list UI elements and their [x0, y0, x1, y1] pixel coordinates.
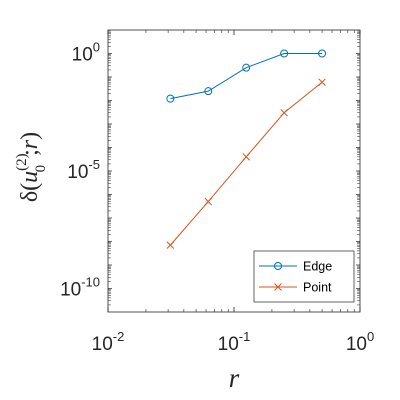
- y-tick-label: 10-5: [67, 157, 100, 183]
- series-point-point: [280, 109, 288, 117]
- ticks-layer: 10-2 10-1 100 10-10 10-5 100: [60, 30, 374, 355]
- legend-edge-marker: [274, 262, 282, 270]
- axes-box: [107, 29, 361, 313]
- y-tick-label: 10-10: [60, 275, 100, 301]
- series-edge-point: [242, 63, 251, 72]
- series-edge-line: [170, 53, 323, 100]
- x-axis-label: r: [229, 363, 240, 393]
- legend-point-marker: [274, 283, 282, 291]
- series-point-point: [204, 197, 213, 206]
- legend-point-label: Point: [303, 281, 332, 295]
- series-edge-point: [204, 87, 213, 96]
- legend: Edge Point: [253, 250, 355, 303]
- series-edge-point: [166, 94, 175, 103]
- legend-box: [253, 250, 355, 303]
- series-point-point: [166, 241, 175, 249]
- series-edge-point: [280, 49, 289, 58]
- series-edge-point: [318, 49, 327, 58]
- y-axis-label: δ(u(2) 0;r): [14, 132, 49, 202]
- series-point-point: [318, 78, 326, 86]
- legend-edge-label: Edge: [303, 260, 332, 274]
- series-point-point: [242, 153, 250, 161]
- x-tick-label: 100: [346, 329, 374, 355]
- x-tick-label: 10-2: [92, 329, 125, 355]
- x-tick-label: 10-1: [218, 329, 251, 355]
- y-tick-label: 100: [72, 40, 100, 66]
- series-layer: [166, 49, 327, 249]
